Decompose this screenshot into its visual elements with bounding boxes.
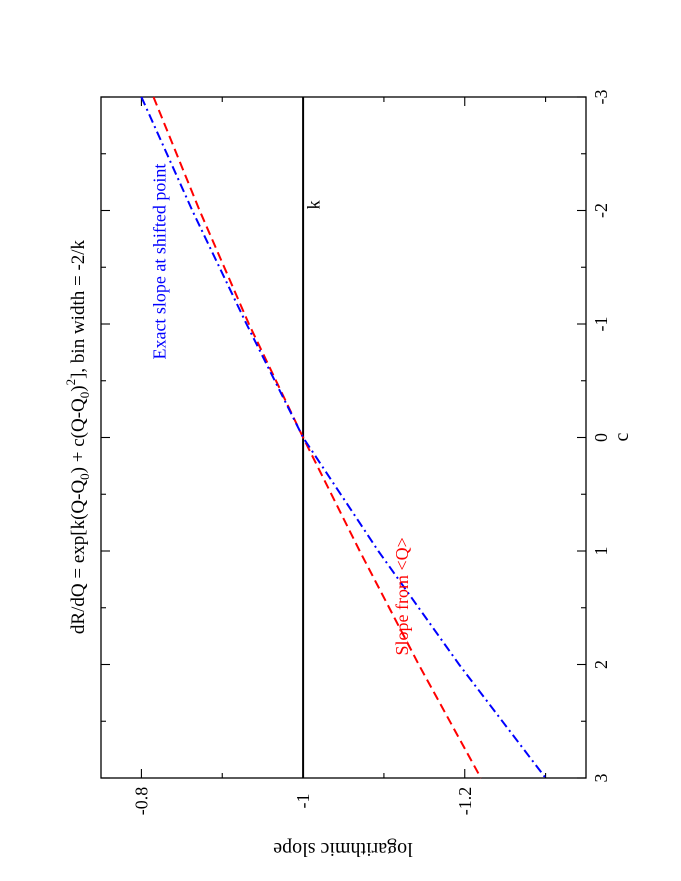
annotation-exact-slope-at-shifted-point: Exact slope at shifted point xyxy=(150,164,170,360)
x-axis-label: c xyxy=(611,432,633,441)
annotation-layer: k Slope from <Q> Exact slope at shifted po… xyxy=(150,164,412,656)
tick-labels: -3 -2 -1 0 1 2 3 -0.8 -1 -1.2 xyxy=(131,90,611,816)
y-tick-label: -1 xyxy=(293,794,313,809)
x-tick-label: -2 xyxy=(591,203,611,218)
x-tick-label: 2 xyxy=(591,660,611,669)
series-line-slope-from-q xyxy=(152,96,482,779)
series-layer xyxy=(140,96,547,779)
series-line-exact-slope-at-shifted-point xyxy=(140,96,547,779)
x-tick-label: 1 xyxy=(591,547,611,556)
title-sub-2: 0 xyxy=(77,392,92,399)
title-part-2: ) + c(Q-Q xyxy=(68,398,89,473)
y-tick-label: -0.8 xyxy=(131,787,151,816)
y-axis-label: logarithmic slope xyxy=(273,838,413,860)
title-part-4: ], bin width = -2/k xyxy=(68,239,89,378)
chart-title: dR/dQ = exp[k(Q-Q0) + c(Q-Q0)2], bin wid… xyxy=(63,239,92,634)
title-sub-1: 0 xyxy=(77,473,92,480)
plot-root: -3 -2 -1 0 1 2 3 -0.8 -1 -1.2 k Slope from <Q> Exac… xyxy=(63,90,633,861)
x-tick-label: -3 xyxy=(591,90,611,105)
plot-frame xyxy=(100,96,587,779)
x-tick-label: 3 xyxy=(591,774,611,783)
x-tick-label: 0 xyxy=(591,433,611,442)
tick-marks xyxy=(101,96,586,779)
y-tick-label: -1.2 xyxy=(455,787,475,816)
title-superscript: 2 xyxy=(63,379,78,386)
title-part-1: dR/dQ = exp[k(Q-Q xyxy=(68,480,89,635)
title-part-3: ) xyxy=(68,385,89,391)
annotation-k: k xyxy=(303,200,323,209)
annotation-slope-from-q: Slope from <Q> xyxy=(392,537,412,655)
x-tick-label: -1 xyxy=(591,317,611,332)
